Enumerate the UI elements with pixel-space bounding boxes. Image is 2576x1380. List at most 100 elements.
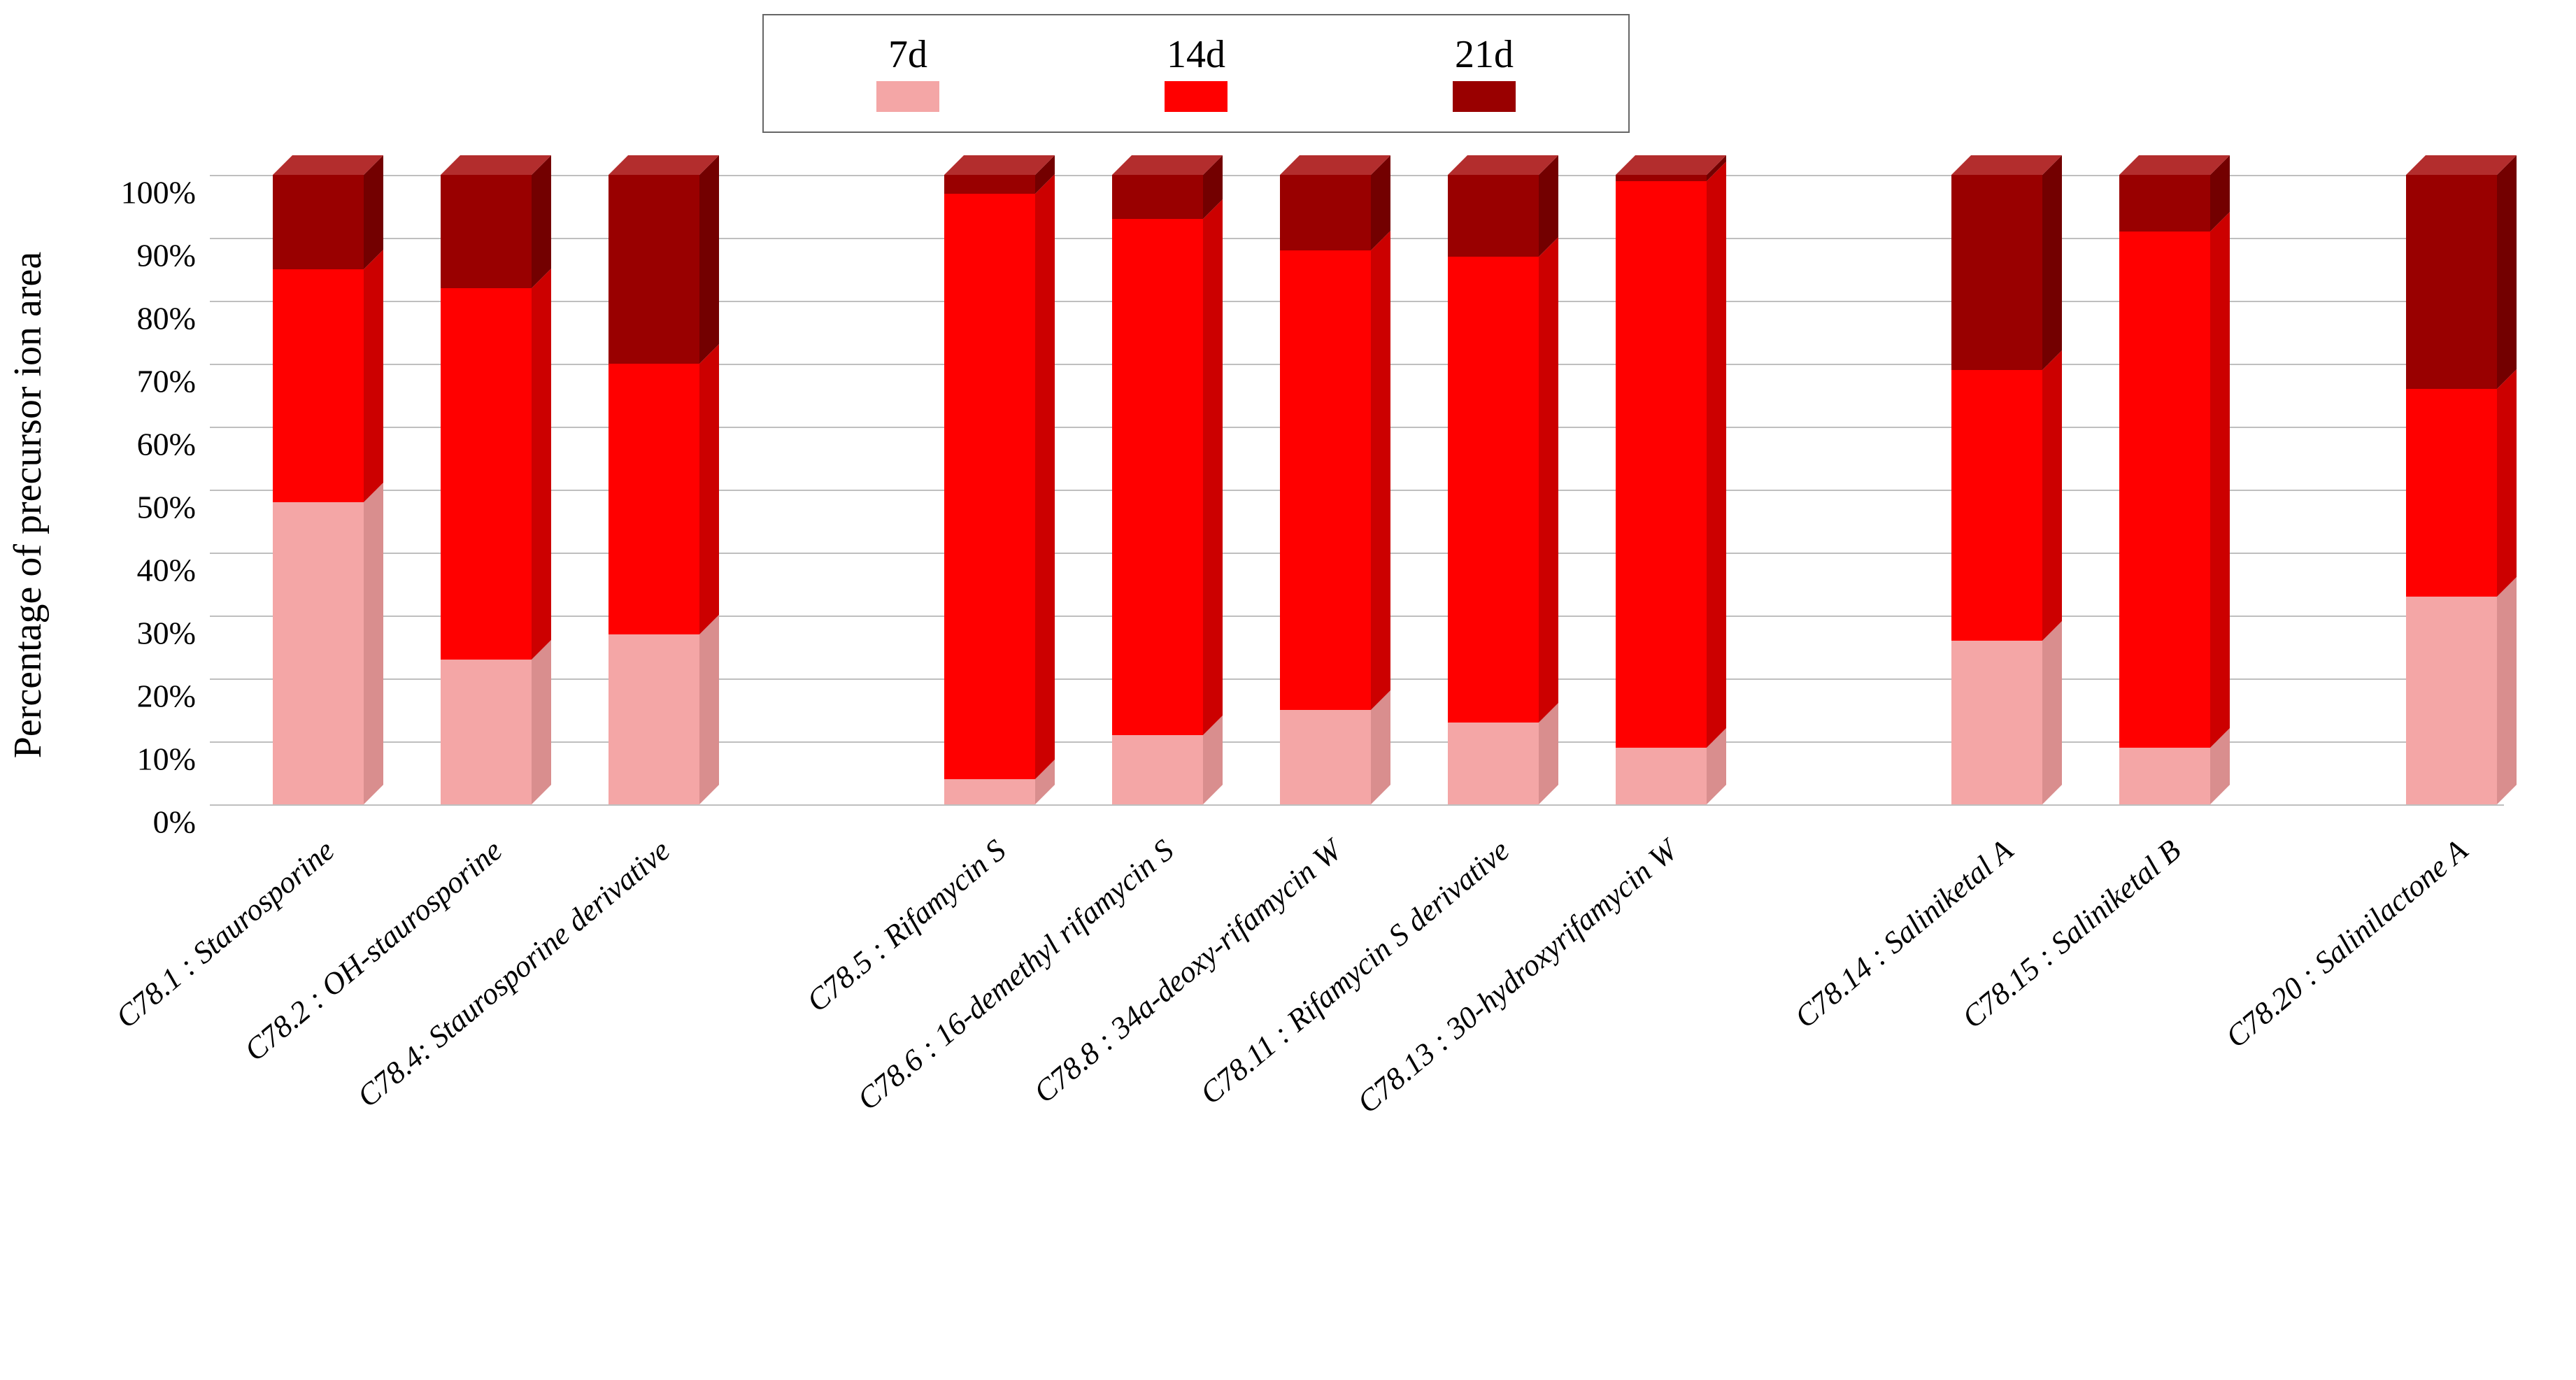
chart-container: 7d 14d 21d Percentage of precursor ion a… [0,0,2576,1380]
bar-side [1371,231,1390,710]
plot-area: 0%10%20%30%40%50%60%70%80%90%100%C78.1 :… [210,175,2504,804]
y-tick-label: 80% [84,300,196,337]
bar-side [699,615,719,804]
bar [2119,175,2210,804]
y-tick-label: 100% [84,174,196,211]
bar-segment-d14 [1280,250,1371,710]
bar-front [1616,181,1707,748]
bar-front [2406,175,2497,389]
legend-label: 14d [1167,35,1225,74]
bar-segment-d14 [1616,181,1707,748]
bar-front [2406,597,2497,804]
y-tick-label: 30% [84,615,196,652]
bar-segment-d7 [441,660,532,804]
bar-front [609,364,699,634]
y-axis-label: Percentage of precursor ion area [6,190,50,820]
bars [210,175,2504,804]
gridline [210,804,2504,806]
legend: 7d 14d 21d [762,14,1630,133]
legend-swatch [876,81,939,112]
bar-front [1951,641,2042,804]
bar-segment-d21 [1448,175,1539,257]
bar [944,175,1035,804]
bar-segment-d14 [2119,232,2210,748]
bar-side [699,155,719,364]
bar-side [2042,350,2062,641]
bar-segment-d14 [273,269,364,502]
bar-segment-d14 [944,194,1035,779]
bar-side [1539,237,1558,723]
bar-front [944,194,1035,779]
bar-side [532,269,551,660]
bar-segment-d21 [1951,175,2042,370]
bar-segment-d21 [1112,175,1203,219]
bar-segment-d7 [1112,735,1203,804]
bar [273,175,364,804]
bar-front [441,175,532,288]
y-tick-label: 20% [84,678,196,715]
bar-front [944,175,1035,194]
bar-front [1112,219,1203,735]
bar [1951,175,2042,804]
bar-segment-d21 [2119,175,2210,232]
legend-label: 21d [1455,35,1514,74]
bar [441,175,532,804]
bar-segment-d21 [2406,175,2497,389]
legend-item-7d: 7d [876,35,939,112]
bar-segment-d14 [609,364,699,634]
bar-segment-d21 [944,175,1035,194]
bar-side [2497,577,2517,804]
bar-side [364,250,383,502]
bar-segment-d21 [1280,175,1371,250]
bar-front [441,660,532,804]
legend-swatch [1165,81,1227,112]
bar-side [2497,155,2517,389]
bar-front [1616,748,1707,804]
y-tick-label: 0% [84,804,196,841]
bar-segment-d7 [1280,710,1371,804]
y-tick-label: 50% [84,489,196,526]
bar [1616,175,1707,804]
y-tick-label: 70% [84,363,196,400]
bar-segment-d21 [273,175,364,269]
bar-side [699,344,719,634]
bar-front [2119,175,2210,232]
bar-front [1616,175,1707,181]
bar-side [2042,155,2062,370]
bar-front [441,288,532,660]
y-tick-label: 60% [84,426,196,463]
bar-front [273,502,364,804]
bar-front [1448,723,1539,804]
bar-segment-d21 [441,175,532,288]
bar-side [364,155,383,269]
bar-front [1112,175,1203,219]
bar-front [944,779,1035,804]
bar-front [1280,250,1371,710]
bar-front [273,175,364,269]
bar-segment-d14 [1448,257,1539,723]
bar-segment-d21 [609,175,699,364]
bar-front [2119,748,2210,804]
bar-segment-d14 [1112,219,1203,735]
legend-swatch [1453,81,1516,112]
legend-item-21d: 21d [1453,35,1516,112]
bar-front [609,634,699,804]
bar-front [2406,389,2497,597]
bar [1112,175,1203,804]
bar-front [2119,232,2210,748]
y-tick-label: 90% [84,237,196,274]
bar-side [532,155,551,288]
bar-front [1951,175,2042,370]
bar-side [532,640,551,804]
bar-side [2210,212,2230,748]
bar-segment-d7 [2119,748,2210,804]
bar-segment-d7 [2406,597,2497,804]
legend-label: 7d [888,35,927,74]
bar [2406,175,2497,804]
bar [1280,175,1371,804]
bar-side [1203,199,1223,735]
bar-side [2497,369,2517,597]
bar-front [1112,735,1203,804]
bar-side [2042,621,2062,804]
bar-segment-d14 [2406,389,2497,597]
